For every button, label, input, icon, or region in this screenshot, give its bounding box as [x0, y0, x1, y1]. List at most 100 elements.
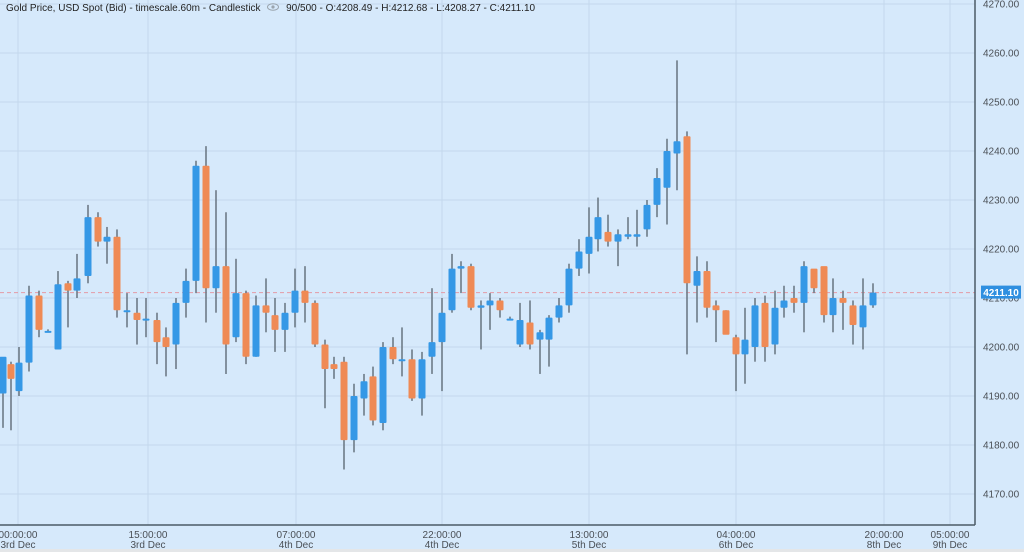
- candle: [379, 342, 387, 431]
- candle: [301, 266, 309, 323]
- chart-legend: Gold Price, USD Spot (Bid) - timescale.6…: [6, 3, 535, 14]
- candle: [54, 271, 62, 350]
- candle: [810, 268, 818, 294]
- candle: [722, 310, 730, 335]
- candle: [262, 278, 270, 333]
- candle: [232, 258, 240, 343]
- candle: [604, 214, 612, 247]
- candle: [330, 356, 338, 379]
- close-value: C:4211.10: [489, 3, 536, 14]
- candle: [859, 278, 867, 350]
- candle: [751, 298, 759, 362]
- candle: [732, 334, 740, 392]
- y-tick-label: 4240.00: [983, 147, 1020, 158]
- candle: [565, 263, 573, 313]
- candle: [624, 217, 632, 240]
- candle: [516, 302, 524, 347]
- candle: [418, 351, 426, 416]
- x-tick-date: 8th Dec: [867, 540, 901, 551]
- y-tick-label: 4180.00: [983, 441, 1020, 452]
- candle: [311, 300, 319, 347]
- candle: [800, 261, 808, 333]
- candle: [633, 209, 641, 247]
- separator: -: [483, 3, 490, 14]
- candle: [438, 298, 446, 392]
- current-price-badge: [981, 285, 1021, 299]
- separator: -: [129, 3, 136, 14]
- candle: [594, 197, 602, 252]
- candle: [780, 285, 788, 318]
- candle: [496, 298, 504, 318]
- x-tick-time: 13:00:00: [570, 530, 609, 541]
- separator: -: [375, 3, 382, 14]
- x-tick-date: 6th Dec: [719, 540, 753, 551]
- candle: [103, 226, 111, 264]
- candle: [64, 280, 72, 328]
- candle: [0, 356, 7, 428]
- y-tick-label: 4220.00: [983, 245, 1020, 256]
- candle: [448, 253, 456, 313]
- candle: [712, 300, 720, 343]
- candle: [123, 293, 131, 328]
- y-tick-label: 4190.00: [983, 392, 1020, 403]
- eye-icon[interactable]: [267, 3, 280, 14]
- candles: [0, 60, 877, 470]
- candle: [252, 295, 260, 357]
- candle: [162, 327, 170, 377]
- candle: [771, 290, 779, 355]
- candle: [44, 329, 52, 333]
- x-tick-time: 22:00:00: [423, 530, 462, 541]
- candle: [133, 298, 141, 345]
- candle: [94, 212, 102, 247]
- candle: [486, 293, 494, 330]
- chart-type-label: Candlestick: [208, 3, 261, 14]
- candle: [761, 295, 769, 362]
- candle: [84, 204, 92, 284]
- candle: [545, 315, 553, 367]
- candle: [673, 60, 681, 191]
- x-tick-time: 05:00:00: [931, 530, 970, 541]
- candle: [526, 300, 534, 350]
- candle: [142, 298, 150, 338]
- candle: [212, 190, 220, 313]
- candle: [153, 312, 161, 365]
- candle: [506, 316, 514, 321]
- candle: [15, 347, 23, 396]
- x-tick-date: 3rd Dec: [0, 540, 35, 551]
- candle: [242, 290, 250, 365]
- timescale-label: timescale.60m: [135, 3, 200, 14]
- separator: -: [202, 3, 209, 14]
- y-tick-label: 4260.00: [983, 49, 1020, 60]
- candle: [271, 298, 279, 352]
- candle: [741, 307, 749, 384]
- candle: [653, 168, 661, 218]
- candle: [829, 278, 837, 333]
- candle: [389, 337, 397, 365]
- candle: [350, 383, 358, 453]
- candle: [25, 285, 33, 372]
- candle: [820, 266, 828, 323]
- candle: [281, 302, 289, 352]
- x-tick-date: 4th Dec: [425, 540, 459, 551]
- candle: [790, 285, 798, 313]
- x-tick-date: 3rd Dec: [130, 540, 165, 551]
- y-tick-label: 4230.00: [983, 196, 1020, 207]
- x-tick-time: 04:00:00: [717, 530, 756, 541]
- candle: [182, 268, 190, 318]
- candle: [869, 283, 877, 308]
- candle: [663, 138, 671, 225]
- x-tick-date: 9th Dec: [933, 540, 967, 551]
- separator: -: [430, 3, 437, 14]
- candle: [202, 146, 210, 323]
- x-tick-date: 5th Dec: [572, 540, 606, 551]
- candle: [643, 200, 651, 237]
- candle: [35, 290, 43, 338]
- separator: -: [319, 3, 326, 14]
- candle: [408, 349, 416, 401]
- instrument-name: Gold Price, USD Spot (Bid): [6, 3, 127, 14]
- candle: [428, 288, 436, 374]
- x-tick-date: 4th Dec: [279, 540, 313, 551]
- candle: [585, 207, 593, 274]
